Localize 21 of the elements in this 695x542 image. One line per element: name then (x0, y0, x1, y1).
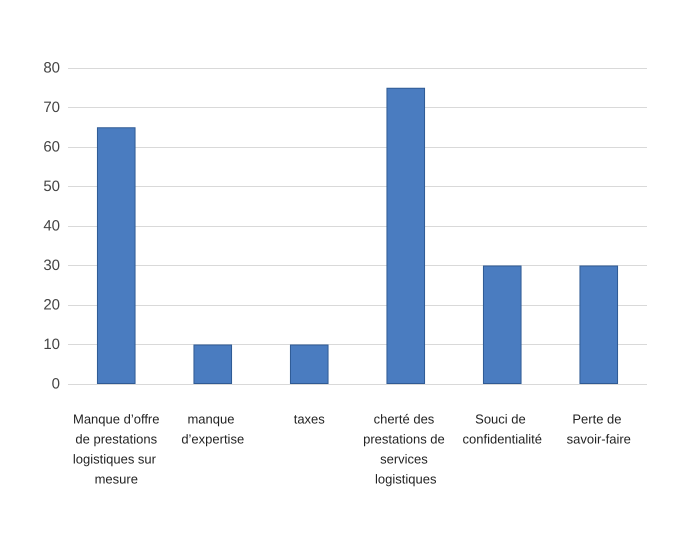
bar (482, 266, 522, 384)
x-tick-label: Perte de savoir-faire (566, 412, 631, 446)
y-tick-label: 60 (43, 138, 60, 156)
x-tick-label: taxes (294, 412, 326, 426)
y-tick-label: 10 (43, 336, 60, 353)
x-tick-label: cherté des prestations de services logistiques (363, 412, 448, 486)
x-tick-label: Souci de confidentialité (462, 412, 542, 446)
bar (290, 344, 329, 384)
bar (386, 88, 426, 384)
x-tick-label: manque d’expertise (181, 412, 244, 446)
bar (96, 127, 136, 384)
y-tick-label: 80 (43, 60, 60, 76)
y-tick-label: 40 (43, 218, 60, 234)
bar (579, 266, 618, 384)
y-tick-label: 30 (43, 257, 60, 274)
bar (193, 344, 232, 384)
y-tick-label: 70 (43, 99, 60, 116)
x-tick-label: Manque d’offre de prestations logistiques sur mesure (72, 412, 161, 486)
y-tick-label: 0 (52, 376, 60, 392)
y-tick-label: 50 (43, 178, 60, 195)
y-tick-label: 20 (43, 296, 60, 314)
